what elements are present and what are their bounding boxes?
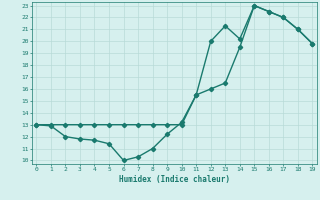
X-axis label: Humidex (Indice chaleur): Humidex (Indice chaleur): [119, 175, 230, 184]
